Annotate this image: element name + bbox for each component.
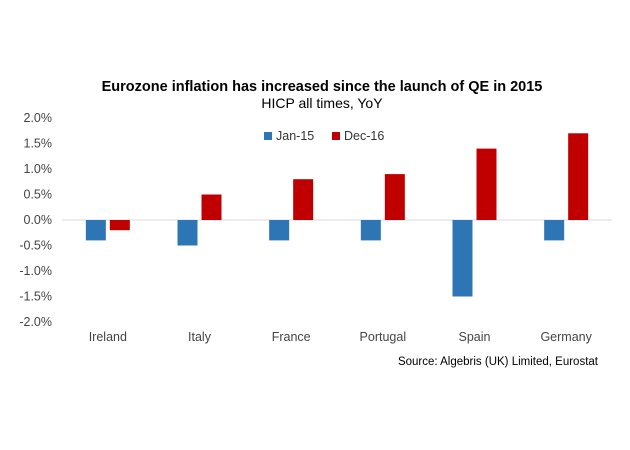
y-tick-label: 0.5% <box>24 188 53 202</box>
bar-portugal-jan-15 <box>360 220 381 241</box>
bars <box>85 133 589 297</box>
y-tick-label: 1.0% <box>24 162 53 176</box>
bar-france-dec-16 <box>293 179 314 220</box>
y-tick-label: 0.0% <box>24 213 53 227</box>
x-tick-label-portugal: Portugal <box>360 330 407 344</box>
bar-france-jan-15 <box>269 220 290 241</box>
bar-germany-jan-15 <box>544 220 565 241</box>
legend-swatch-jan-15 <box>264 132 272 140</box>
x-tick-label-germany: Germany <box>540 330 592 344</box>
x-tick-label-ireland: Ireland <box>89 330 127 344</box>
x-tick-label-france: France <box>272 330 311 344</box>
y-tick-label: 2.0% <box>24 111 53 125</box>
source-note: Source: Algebris (UK) Limited, Eurostat <box>398 356 599 368</box>
bar-portugal-dec-16 <box>384 174 405 220</box>
x-tick-label-spain: Spain <box>459 330 491 344</box>
y-tick-label: -2.0% <box>19 315 52 329</box>
y-tick-label: -0.5% <box>19 239 52 253</box>
y-tick-label: 1.5% <box>24 137 53 151</box>
bar-ireland-dec-16 <box>109 220 130 231</box>
y-tick-label: -1.0% <box>19 264 52 278</box>
bar-spain-jan-15 <box>452 220 473 297</box>
bar-germany-dec-16 <box>568 133 589 220</box>
chart-subtitle: HICP all times, YoY <box>261 95 383 111</box>
chart-title: Eurozone inflation has increased since t… <box>102 79 543 95</box>
bar-spain-dec-16 <box>476 148 497 220</box>
x-axis: Ireland Italy France Portugal Spain Germany <box>89 330 593 344</box>
x-tick-label-italy: Italy <box>188 330 212 344</box>
y-tick-label: -1.5% <box>19 290 52 304</box>
legend: Jan-15 Dec-16 <box>264 129 384 143</box>
legend-label-dec-16: Dec-16 <box>344 129 384 143</box>
bar-italy-jan-15 <box>177 220 198 246</box>
bar-ireland-jan-15 <box>85 220 106 241</box>
legend-label-jan-15: Jan-15 <box>276 129 314 143</box>
bar-italy-dec-16 <box>201 194 222 220</box>
y-axis: 2.0% 1.5% 1.0% 0.5% 0.0% -0.5% -1.0% -1.5% -2.0% <box>19 111 52 329</box>
legend-swatch-dec-16 <box>332 132 340 140</box>
